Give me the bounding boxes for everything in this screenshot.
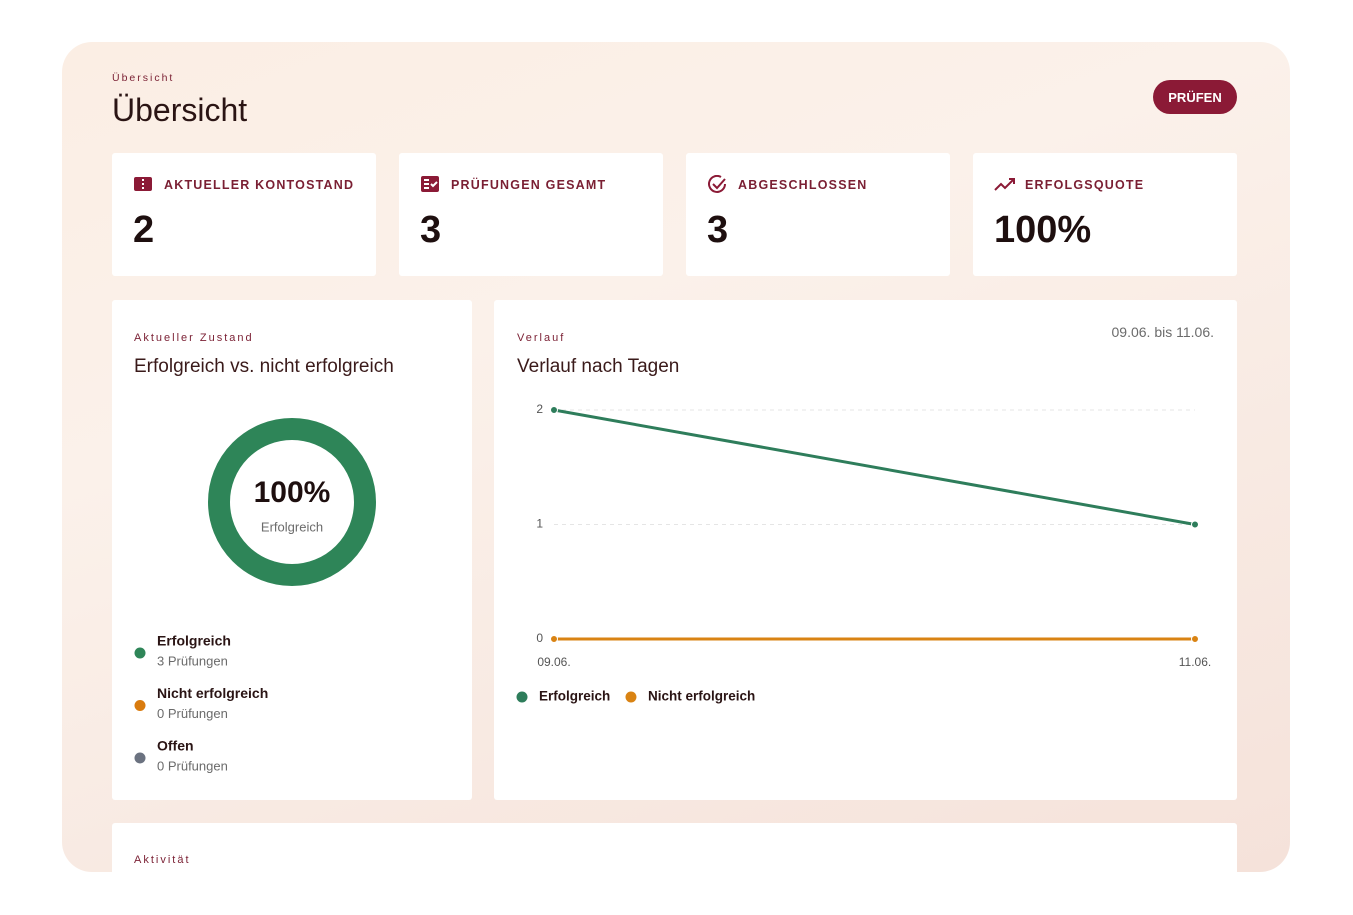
stat-label: ERFOLGSQUOTE	[1025, 178, 1145, 192]
stat-value: 100%	[994, 209, 1092, 251]
legend-count: 3 Prüfungen	[157, 653, 228, 668]
eyebrow: Übersicht	[112, 72, 175, 84]
date-range: 09.06. bis 11.06.	[1111, 324, 1214, 340]
state-card: Aktueller Zustand Erfolgreich vs. nicht …	[112, 300, 472, 800]
icon	[994, 178, 1015, 191]
stat-label: PRÜFUNGEN GESAMT	[451, 178, 607, 192]
stat-label: AKTUELLER KONTOSTAND	[164, 178, 355, 192]
point	[550, 635, 558, 643]
stat-card: ERFOLGSQUOTE 100%	[973, 153, 1237, 276]
card-title: Erfolgreich vs. nicht erfolgreich	[134, 356, 394, 377]
card-title: Verlauf nach Tagen	[517, 356, 680, 377]
stat-label: ABGESCHLOSSEN	[738, 178, 868, 192]
icon	[421, 176, 439, 192]
icon	[708, 175, 726, 193]
donut-center-value: 100%	[254, 476, 331, 509]
legend-dot	[625, 691, 637, 703]
legend-label: Erfolgreich	[539, 689, 610, 704]
legend-dot	[134, 752, 146, 764]
legend-count: 0 Prüfungen	[157, 706, 228, 721]
panel: Übersicht Übersicht PRÜFEN AKTUELLER KON…	[62, 42, 1290, 872]
trend-card: Verlauf Verlauf nach Tagen 09.06. bis 11…	[494, 300, 1237, 800]
stat-card: ABGESCHLOSSEN 3	[686, 153, 950, 276]
donut-segment	[208, 418, 376, 586]
eyebrow: Verlauf	[517, 332, 566, 344]
check-button[interactable]: PRÜFEN	[1153, 80, 1237, 114]
eyebrow: Aktivität	[134, 854, 191, 866]
activity-card: Aktivität	[112, 823, 1237, 872]
legend-count: 0 Prüfungen	[157, 758, 228, 773]
x-tick-label: 11.06.	[1179, 655, 1211, 669]
stat-value: 3	[707, 209, 729, 251]
x-tick-label: 09.06.	[537, 655, 570, 669]
legend-dot	[134, 647, 146, 659]
donut-center-label: Erfolgreich	[261, 519, 323, 534]
legend-label: Erfolgreich	[157, 633, 231, 649]
y-tick-label: 0	[536, 631, 543, 645]
legend-label: Nicht erfolgreich	[648, 689, 755, 704]
y-tick-label: 1	[536, 517, 543, 531]
point	[550, 406, 558, 414]
line	[553, 408, 1196, 526]
point	[1191, 520, 1199, 529]
legend-label: Nicht erfolgreich	[157, 685, 268, 701]
legend-dot	[516, 691, 528, 703]
stat-card: PRÜFUNGEN GESAMT 3	[399, 153, 663, 276]
page-title: Übersicht	[112, 92, 248, 128]
stat-card: AKTUELLER KONTOSTAND 2	[112, 153, 376, 276]
y-tick-label: 2	[536, 402, 543, 416]
icon	[134, 177, 152, 191]
legend-dot	[134, 700, 146, 711]
eyebrow: Aktueller Zustand	[134, 332, 254, 344]
legend-label: Offen	[157, 738, 194, 754]
stat-value: 2	[133, 209, 155, 251]
stat-value: 3	[420, 209, 442, 251]
point	[1191, 635, 1199, 643]
